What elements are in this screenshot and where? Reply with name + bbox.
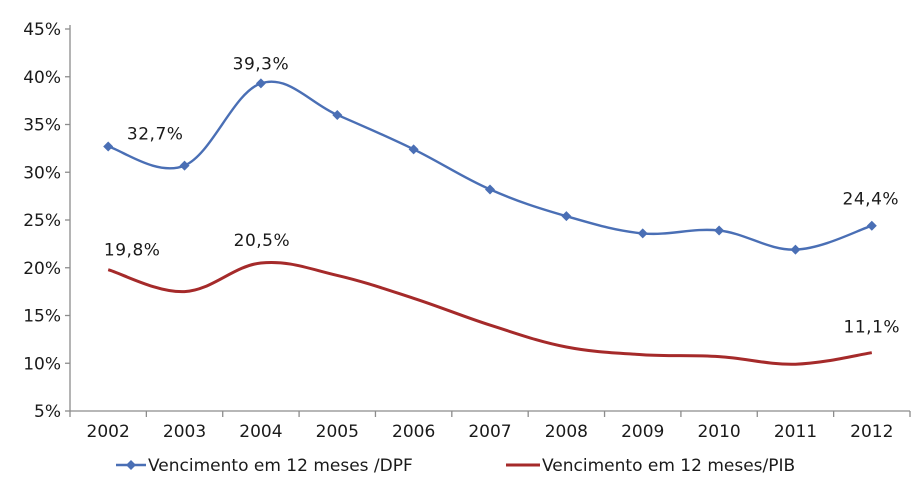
x-tick-label: 2009 (621, 422, 664, 442)
y-tick-label: 15% (23, 307, 61, 327)
legend-marker-1 (126, 460, 136, 470)
x-tick-label: 2003 (163, 422, 206, 442)
x-axis-labels: 2002 2003 2004 2005 2006 2007 2008 2009 2010 2011… (87, 422, 894, 442)
y-axis-labels: 5% 10% 15% 20% 25% 30% 35% 40% 45% (23, 20, 61, 422)
data-point-marker (866, 220, 877, 231)
legend-label-1: Vencimento em 12 meses /DPF (148, 456, 413, 476)
x-tick-label: 2005 (316, 422, 359, 442)
y-tick-label: 5% (34, 402, 61, 422)
y-tick-label: 10% (23, 354, 61, 374)
data-label: 24,4% (843, 190, 900, 210)
data-point-marker (485, 184, 495, 195)
x-tick-label: 2012 (850, 422, 893, 442)
series-line-1 (107, 80, 873, 251)
data-point-marker (714, 225, 725, 236)
data-point-marker (332, 109, 343, 120)
x-tick-label: 2010 (697, 422, 740, 442)
x-tick-label: 2011 (774, 422, 817, 442)
x-tick-label: 2004 (239, 422, 282, 442)
data-point-marker (103, 141, 114, 152)
data-labels: 32,7% 39,3% 24,4% 19,8% 20,5% 11,1% (104, 54, 900, 337)
data-point-marker (561, 211, 572, 222)
x-tick-label: 2002 (87, 422, 130, 442)
series-line-2 (107, 260, 873, 366)
y-tick-label: 25% (23, 211, 61, 231)
y-tick-label: 20% (23, 259, 61, 279)
data-point-marker (637, 228, 648, 239)
chart-series (103, 78, 877, 366)
y-tick-label: 45% (23, 20, 61, 40)
x-tick-label: 2007 (468, 422, 511, 442)
data-point-marker (255, 78, 266, 89)
data-label: 32,7% (127, 124, 184, 144)
data-label: 19,8% (104, 241, 161, 261)
data-point-marker (790, 244, 801, 255)
x-tick-label: 2008 (545, 422, 588, 442)
chart-legend: Vencimento em 12 meses /DPF Vencimento em… (116, 456, 795, 476)
data-point-marker (179, 160, 190, 171)
y-tick-label: 30% (23, 163, 61, 183)
data-label: 20,5% (234, 231, 291, 251)
chart-axes (65, 25, 911, 417)
y-tick-label: 35% (23, 116, 61, 136)
legend-label-2: Vencimento em 12 meses/PIB (542, 456, 795, 476)
y-tick-label: 40% (23, 68, 61, 88)
data-label: 39,3% (233, 54, 290, 74)
data-label: 11,1% (844, 318, 901, 338)
x-tick-label: 2006 (392, 422, 435, 442)
data-point-marker (408, 144, 419, 155)
